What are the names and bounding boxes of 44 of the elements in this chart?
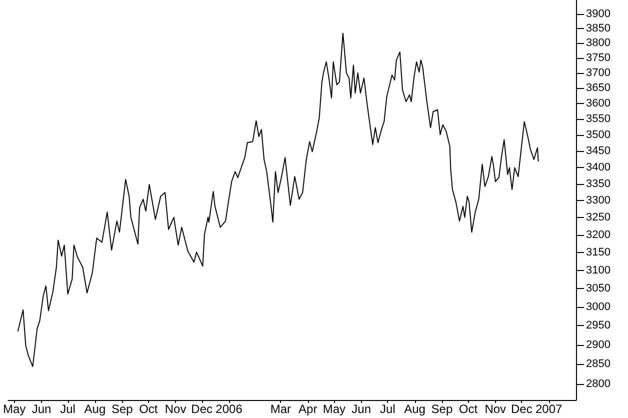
y-tick-label: 3450 xyxy=(586,145,610,158)
y-tick-label: 3700 xyxy=(586,66,610,79)
y-tick-label: 2900 xyxy=(586,338,610,351)
y-tick-label: 3850 xyxy=(586,22,610,35)
x-tick-label: Mar xyxy=(270,402,292,416)
y-tick-label: 3900 xyxy=(586,8,610,20)
x-tick-label: Sep xyxy=(431,402,453,416)
y-tick-label: 3400 xyxy=(586,161,610,174)
y-tick-label: 3150 xyxy=(586,246,610,259)
y-tick-label: 2850 xyxy=(586,358,610,370)
y-tick-label: 3300 xyxy=(586,194,610,207)
x-tick-label: Aug xyxy=(404,402,426,416)
y-tick-label: 3500 xyxy=(586,128,610,141)
x-tick-label: 2006 xyxy=(216,402,243,416)
x-tick-label: May xyxy=(322,402,346,416)
y-tick-label: 3350 xyxy=(586,178,610,190)
x-tick-label: Oct xyxy=(458,402,478,416)
x-tick-label: Oct xyxy=(139,402,158,416)
y-tick-label: 3550 xyxy=(586,113,610,126)
x-tick-label: Nov xyxy=(164,402,186,416)
x-tick-label: Jun xyxy=(352,402,372,416)
y-tick-label: 3250 xyxy=(586,212,610,224)
y-tick-label: 3600 xyxy=(586,98,610,110)
x-tick-label: 2007 xyxy=(535,402,563,416)
y-tick-label: 3050 xyxy=(586,282,610,295)
y-tick-label: 2800 xyxy=(586,378,610,390)
y-tick-label: 2950 xyxy=(586,320,610,332)
y-tick-label: 3200 xyxy=(586,228,610,241)
x-tick-label: Apr xyxy=(298,402,318,416)
x-tick-label: Aug xyxy=(84,402,106,416)
y-tick-label: 3000 xyxy=(586,300,610,313)
x-tick-label: Jun xyxy=(32,402,52,416)
x-tick-label: Dec xyxy=(511,402,532,416)
y-tick-label: 3650 xyxy=(586,82,610,94)
x-tick-label: Nov xyxy=(484,402,506,416)
line-series xyxy=(17,32,539,368)
x-tick-label: Sep xyxy=(111,402,134,416)
y-tick-label: 3750 xyxy=(586,52,610,64)
x-tick-label: Jul xyxy=(60,402,76,416)
x-tick-label: May xyxy=(3,402,26,416)
y-tick-label: 3100 xyxy=(586,264,610,276)
x-tick-label: Dec xyxy=(191,402,213,416)
y-tick-label: 3800 xyxy=(586,37,610,50)
x-tick-label: Jul xyxy=(380,402,396,416)
